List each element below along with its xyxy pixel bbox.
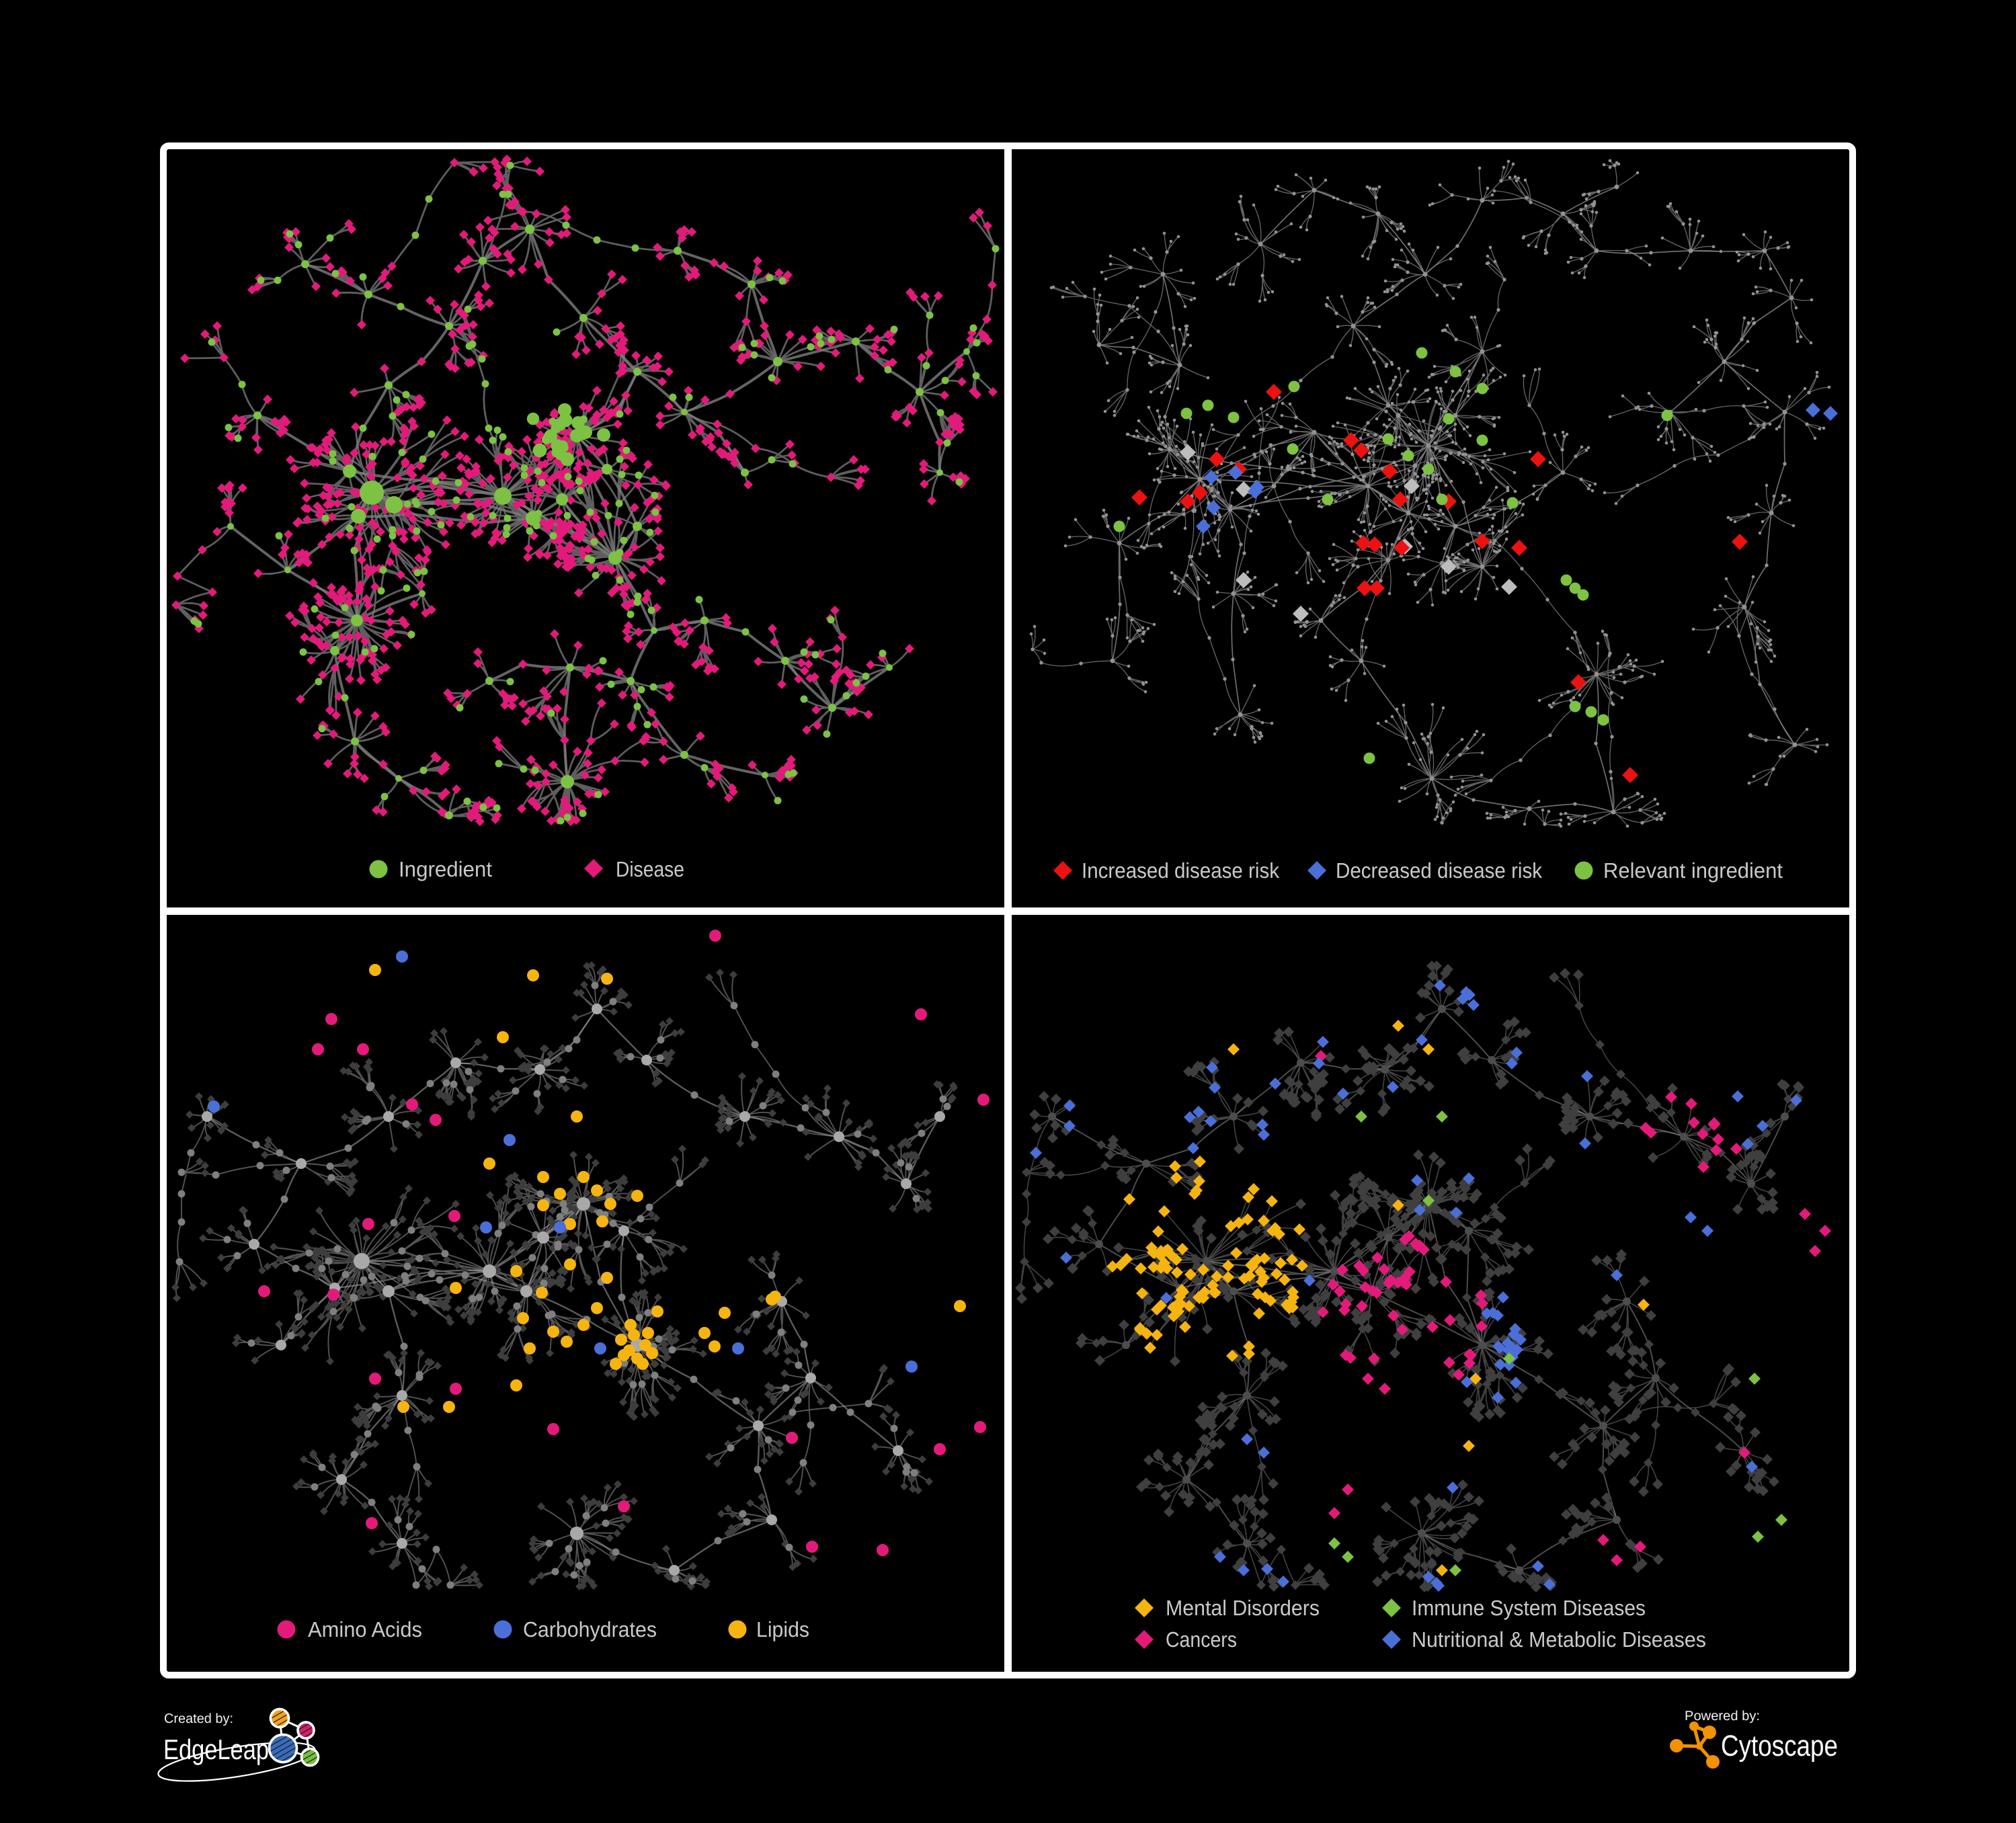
svg-text:Immune System Diseases: Immune System Diseases: [1412, 1596, 1646, 1620]
svg-text:Carbohydrates: Carbohydrates: [523, 1617, 657, 1642]
svg-text:Ingredient: Ingredient: [399, 857, 492, 881]
svg-text:Decreased disease risk: Decreased disease risk: [1336, 858, 1543, 883]
svg-text:Cytoscape: Cytoscape: [1721, 1730, 1838, 1763]
svg-text:Disease: Disease: [616, 857, 684, 881]
svg-text:Increased disease risk: Increased disease risk: [1082, 858, 1280, 883]
svg-text:Powered by:: Powered by:: [1685, 1709, 1760, 1724]
svg-text:Nutritional & Metabolic Diseas: Nutritional & Metabolic Diseases: [1412, 1627, 1706, 1652]
svg-text:Mental Disorders: Mental Disorders: [1166, 1596, 1320, 1620]
svg-text:EdgeLeap: EdgeLeap: [163, 1734, 269, 1765]
svg-text:Amino Acids: Amino Acids: [308, 1617, 422, 1642]
svg-text:Lipids: Lipids: [756, 1617, 809, 1642]
svg-text:Cancers: Cancers: [1166, 1627, 1237, 1652]
svg-text:Created by:: Created by:: [164, 1711, 233, 1726]
svg-text:Relevant ingredient: Relevant ingredient: [1603, 858, 1783, 883]
